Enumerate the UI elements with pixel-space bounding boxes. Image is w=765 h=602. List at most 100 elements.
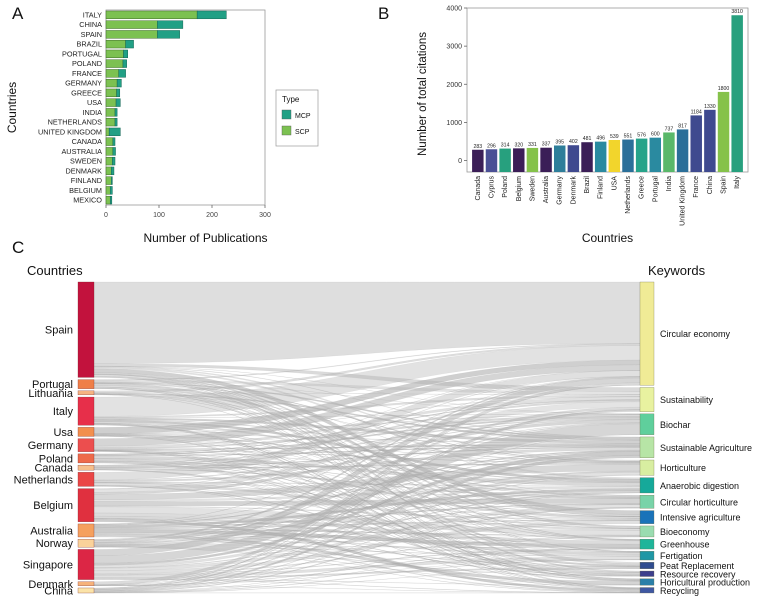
chart-b-bar [472, 149, 484, 172]
chart-b-bar [690, 115, 702, 172]
chart-a-category-label: ITALY [83, 10, 102, 19]
chart-a-category-label: POLAND [72, 59, 102, 68]
chart-a-bar-mcp [111, 166, 115, 176]
chart-a-bar-scp [105, 147, 114, 156]
chart-a-category-label: SPAIN [81, 30, 102, 39]
chart-b-bar [526, 147, 539, 172]
chart-b-data-label: 576 [637, 133, 646, 139]
chart-b-ytick-label: 0 [458, 158, 462, 165]
sankey-right-node [639, 578, 655, 586]
chart-b-category-label: Belgium [516, 176, 523, 201]
chart-a-bar-scp [105, 166, 112, 176]
sankey-right-node [639, 495, 655, 509]
chart-a-category-label: GERMANY [65, 79, 102, 88]
sankey-left-node [77, 427, 95, 437]
chart-b-ytick-label: 1000 [446, 120, 462, 127]
chart-b-data-label: 551 [624, 134, 633, 140]
chart-a-category-label: INDIA [83, 108, 103, 117]
sankey-left-label: Australia [30, 525, 74, 537]
chart-a-xlabel: Number of Publications [143, 231, 267, 245]
chart-a-bar-mcp [109, 195, 113, 205]
sankey-right-node [639, 413, 655, 435]
chart-a-bar-scp [105, 20, 158, 29]
chart-a-bar-mcp [116, 88, 121, 98]
sankey-left-label: Denmark [28, 579, 73, 591]
chart-a-bar-mcp [196, 10, 227, 20]
chart-a-bar-scp [105, 69, 119, 78]
chart-b-bar [663, 132, 675, 172]
chart-a-category-label: CANADA [72, 137, 103, 146]
chart-b-category-label: India [666, 176, 673, 191]
sankey-left-label: Portugal [32, 379, 73, 391]
chart-b-bar [513, 148, 525, 172]
chart-b-bar [676, 129, 689, 172]
chart-a-bar-scp [105, 195, 111, 205]
chart-a-bar-scp [105, 10, 198, 20]
sankey-left-label: China [44, 585, 74, 597]
chart-b-category-label: USA [611, 176, 618, 191]
sankey-right-node [639, 510, 655, 524]
sankey-left-node [77, 379, 95, 389]
chart-b-bar [622, 139, 634, 172]
chart-a-category-label: FRANCE [72, 69, 102, 78]
sankey-right-label: Circular economy [660, 329, 731, 339]
sankey-left-node [77, 488, 95, 522]
chart-b-ytick-label: 2000 [446, 82, 462, 89]
chart-a-category-label: UNITED KINGDOM [38, 127, 102, 136]
sankey-left-node [77, 523, 95, 538]
sankey-right-label: Biochar [660, 420, 691, 430]
sankey-left-label: Lithuania [28, 388, 74, 400]
panel-label-c: C [12, 238, 25, 257]
chart-a-category-label: FINLAND [71, 176, 102, 185]
chart-b-category-label: Netherlands [625, 176, 632, 214]
chart-b-bar [540, 147, 552, 172]
sankey-right-node [639, 477, 655, 494]
chart-a-xtick-label: 100 [153, 212, 165, 219]
sankey-left-label: Canada [34, 463, 73, 475]
chart-b-category-label: Sweden [529, 176, 536, 201]
chart-a-category-label: AUSTRALIA [61, 147, 102, 156]
sankey-right-node [639, 551, 655, 561]
sankey-right-label: Peat Replacement [660, 561, 735, 571]
chart-a-bar-mcp [108, 127, 121, 137]
chart-b-bar [499, 148, 511, 172]
chart-b-bar [608, 140, 621, 172]
chart-b-bar [581, 142, 593, 172]
chart-b-bar [567, 145, 580, 172]
chart-b-data-label: 1330 [704, 104, 716, 110]
sankey-left-label: Spain [45, 325, 73, 337]
chart-a-category-label: NETHERLANDS [48, 118, 102, 127]
chart-a-bar-scp [105, 186, 111, 195]
chart-b-bar [594, 141, 607, 172]
chart-b-category-label: United Kingdom [680, 176, 687, 226]
chart-a-bar-mcp [157, 30, 180, 39]
sankey-left-node [77, 396, 95, 426]
chart-a-bar-mcp [157, 20, 184, 29]
chart-b-data-label: 283 [473, 144, 482, 150]
sankey-right-label: Fertigation [660, 551, 703, 561]
sankey-right-node [639, 538, 655, 550]
sankey-right-node [639, 281, 655, 386]
chart-b-data-label: 314 [501, 143, 510, 149]
chart-a-bar-scp [105, 88, 117, 98]
chart-a-xtick-label: 0 [104, 212, 108, 219]
sankey-right-label: Greenhouse [660, 540, 710, 550]
sankey-left-label: Singapore [23, 559, 73, 571]
sankey-left-node [77, 581, 95, 586]
chart-b-ylabel: Number of total citations [417, 32, 429, 156]
chart-b-bar [704, 109, 716, 172]
chart-b-ytick-label: 4000 [446, 6, 462, 13]
chart-a-category-label: PORTUGAL [62, 49, 102, 58]
chart-a-bar-scp [105, 117, 116, 127]
chart-a-bar-mcp [116, 78, 122, 88]
chart-a-category-label: DENMARK [66, 166, 103, 175]
sankey-left-node [77, 549, 95, 580]
chart-a-bar-mcp [111, 176, 113, 185]
sankey-left-node [77, 281, 95, 378]
chart-a-publications: 0 100 200 300 ITALYCHINASPAINBRAZILPORTUGALP… [5, 9, 319, 245]
chart-a-category-label: SWEDEN [70, 157, 102, 166]
chart-b-category-label: Brazil [584, 176, 591, 194]
chart-b-category-label: Greece [639, 176, 646, 199]
chart-a-legend-label: MCP [295, 113, 311, 120]
chart-b-data-label: 1800 [718, 86, 730, 92]
